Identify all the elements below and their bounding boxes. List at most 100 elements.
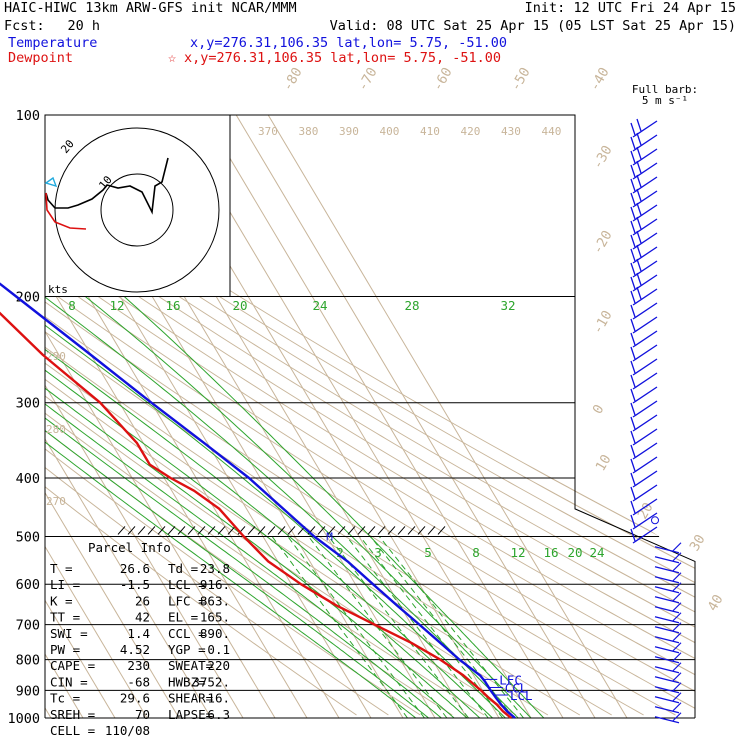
parcel-param-label: T = [50,561,73,576]
moist-adiabat-line [45,268,468,718]
forecast-hours: 20 h [67,18,100,34]
parcel-info-title: Parcel Info [88,540,171,555]
parcel-param-label: Td = [168,561,198,576]
isotherm-label: -40 [587,65,613,94]
cin-hatch [117,526,126,535]
wind-barb [654,692,682,704]
cin-hatch [337,526,346,535]
cin-hatch [157,526,166,535]
wind-barb [654,582,682,594]
wind-barb [654,712,682,724]
dry-adiabat-line [45,115,644,716]
mixing-ratio-line [271,536,408,718]
mixing-ratio-line [370,536,515,718]
moist-adiabat-line [45,268,442,718]
hodograph-units: kts [48,283,68,296]
adiabat-label: 400 [380,125,400,138]
temperature-profile [0,282,516,719]
hodograph-ring-inner [100,173,174,247]
mixing-ratio-label: 28 [404,298,419,313]
isotherm-line [235,115,596,718]
wind-barb [630,512,658,530]
mixing-ratio-label: 16 [165,298,180,313]
wind-barb [654,602,682,614]
cin-hatch [257,526,266,535]
adiabat-label: 380 [299,125,319,138]
parcel-param-value: 26 [135,593,150,608]
pressure-label: 600 [16,577,40,593]
wind-barb [630,470,658,488]
wind-barb [654,622,682,634]
cin-hatch [327,526,336,535]
wind-barb [630,372,658,390]
parcel-param-value: 26.6 [120,561,150,576]
mixing-ratio-label: 20 [232,298,247,313]
cin-hatch [167,526,176,535]
wind-barb [630,442,658,460]
dry-adiabat-line [45,115,421,716]
isotherm-label: -10 [590,308,616,337]
isotherm-label: -50 [508,65,534,94]
cin-hatch [147,526,156,535]
wind-barb [630,428,658,446]
wind-barb [654,642,682,654]
adiabat-label: 390 [339,125,359,138]
moist-adiabat-line [45,268,519,718]
wind-barb [630,498,658,516]
cin-hatch [387,526,396,535]
hodograph-trace-low [45,192,87,230]
dry-adiabat-line [45,115,612,716]
mixing-ratio-label: 2 [336,545,344,560]
parcel-param-value: 4.52 [120,642,150,657]
mark-label: M [326,530,333,543]
pressure-label: 500 [16,529,40,545]
dry-adiabat-line [45,115,695,716]
moist-adiabat-line [45,268,417,718]
dry-adiabat-line [45,115,695,716]
dry-adiabat-line [45,115,453,716]
parcel-param-value: 70 [135,707,150,722]
parcel-param-value: 0.1 [207,642,230,657]
parcel-param-label: Tc = [50,691,80,706]
cin-hatch [217,526,226,535]
isotherm-line [45,115,244,718]
mixing-ratio-label: 8 [472,545,480,560]
isotherm-line [171,115,532,718]
wind-barb [630,316,658,334]
pressure-label: 400 [16,471,40,487]
pressure-label: 800 [16,653,40,669]
cin-hatch [277,526,286,535]
wind-barb [654,542,682,554]
init-time: Init: 12 UTC Fri 24 Apr 15 [525,0,736,16]
legend-temperature: Temperature [8,35,97,51]
isotherm-line [45,115,148,718]
parcel-param-value: 863. [200,593,230,608]
wind-barb [654,632,682,644]
parcel-param-label: SREH = [50,707,95,722]
parcel-param-label: YGP = [168,642,206,657]
lfc-label: LFC [499,672,522,687]
dry-adiabat-line [45,115,695,716]
parcel-param-value: 23.8 [200,561,230,576]
wind-barb [654,702,682,714]
parcel-param-label: LAPSE= [168,707,213,722]
sounding-profiles: ELLFCCCLLCLM [0,282,533,719]
wind-barb [630,330,658,348]
dry-adiabat-line [45,115,695,716]
parcel-param-value: 3752. [192,674,230,689]
mixing-ratio-line [287,536,425,718]
cin-hatch [177,526,186,535]
wind-barbs [630,118,682,724]
cin-hatch [407,526,416,535]
parcel-param-label: CCL = [168,626,206,641]
isotherm-line [45,115,116,718]
mixing-ratio-label: 5 [424,545,432,560]
cin-hatch [427,526,436,535]
dewpoint-coords: x,y=276.31,106.35 lat,lon= 5.75, -51.00 [184,50,501,66]
dry-adiabat-line [45,115,549,716]
mixing-ratio-label: 24 [589,545,604,560]
cin-hatch [127,526,136,535]
wind-calm-icon [651,516,659,525]
